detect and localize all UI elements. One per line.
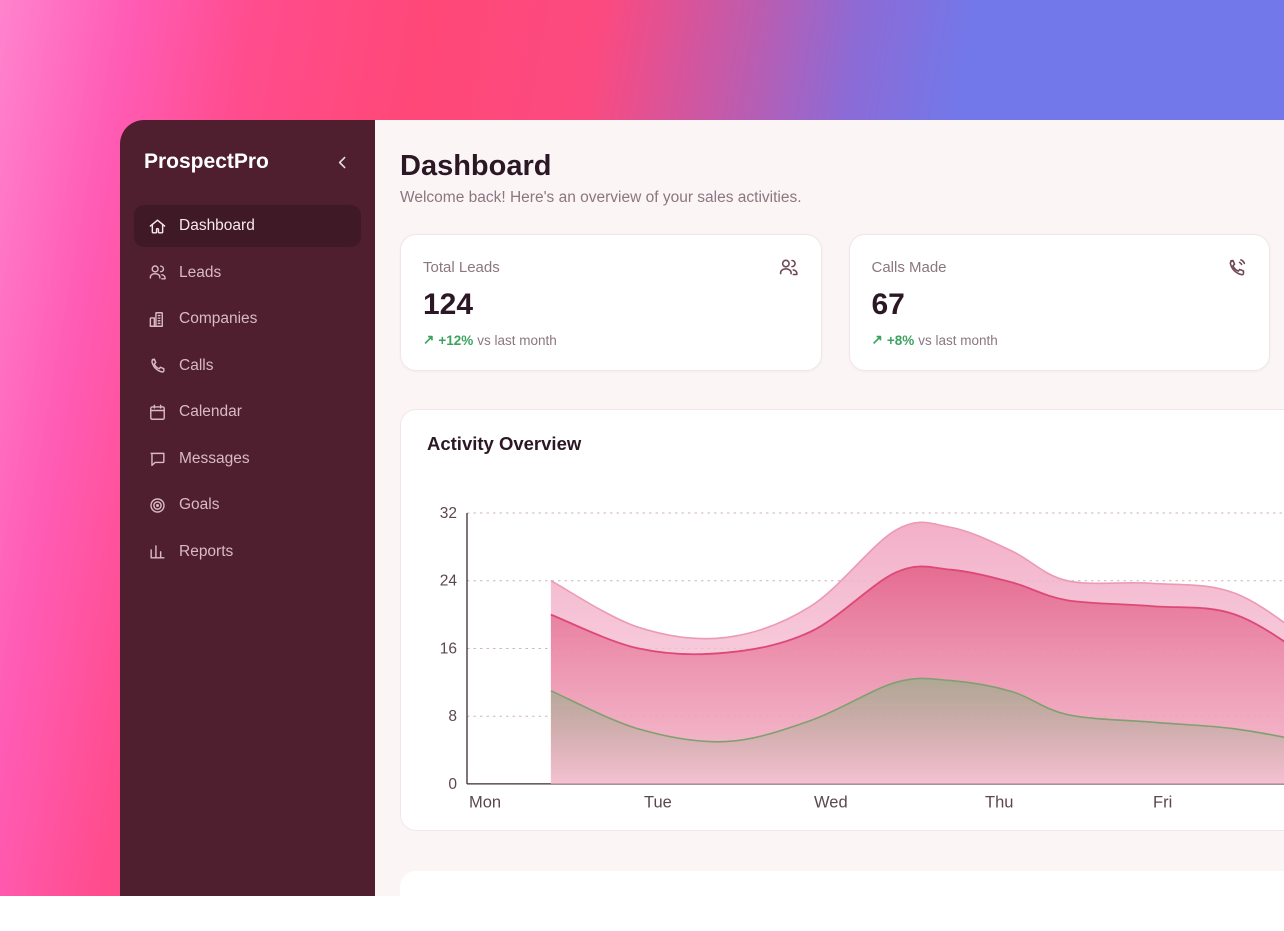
svg-text:Tue: Tue [644,794,672,812]
svg-text:24: 24 [440,573,458,590]
svg-text:Thu: Thu [985,794,1013,812]
svg-text:8: 8 [448,708,457,725]
svg-text:Wed: Wed [814,794,848,812]
svg-text:16: 16 [440,641,457,658]
svg-text:Fri: Fri [1153,794,1172,812]
svg-text:Mon: Mon [469,794,501,812]
svg-text:0: 0 [448,776,457,793]
svg-text:32: 32 [440,505,457,522]
